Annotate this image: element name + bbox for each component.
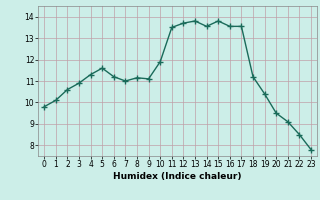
- X-axis label: Humidex (Indice chaleur): Humidex (Indice chaleur): [113, 172, 242, 181]
